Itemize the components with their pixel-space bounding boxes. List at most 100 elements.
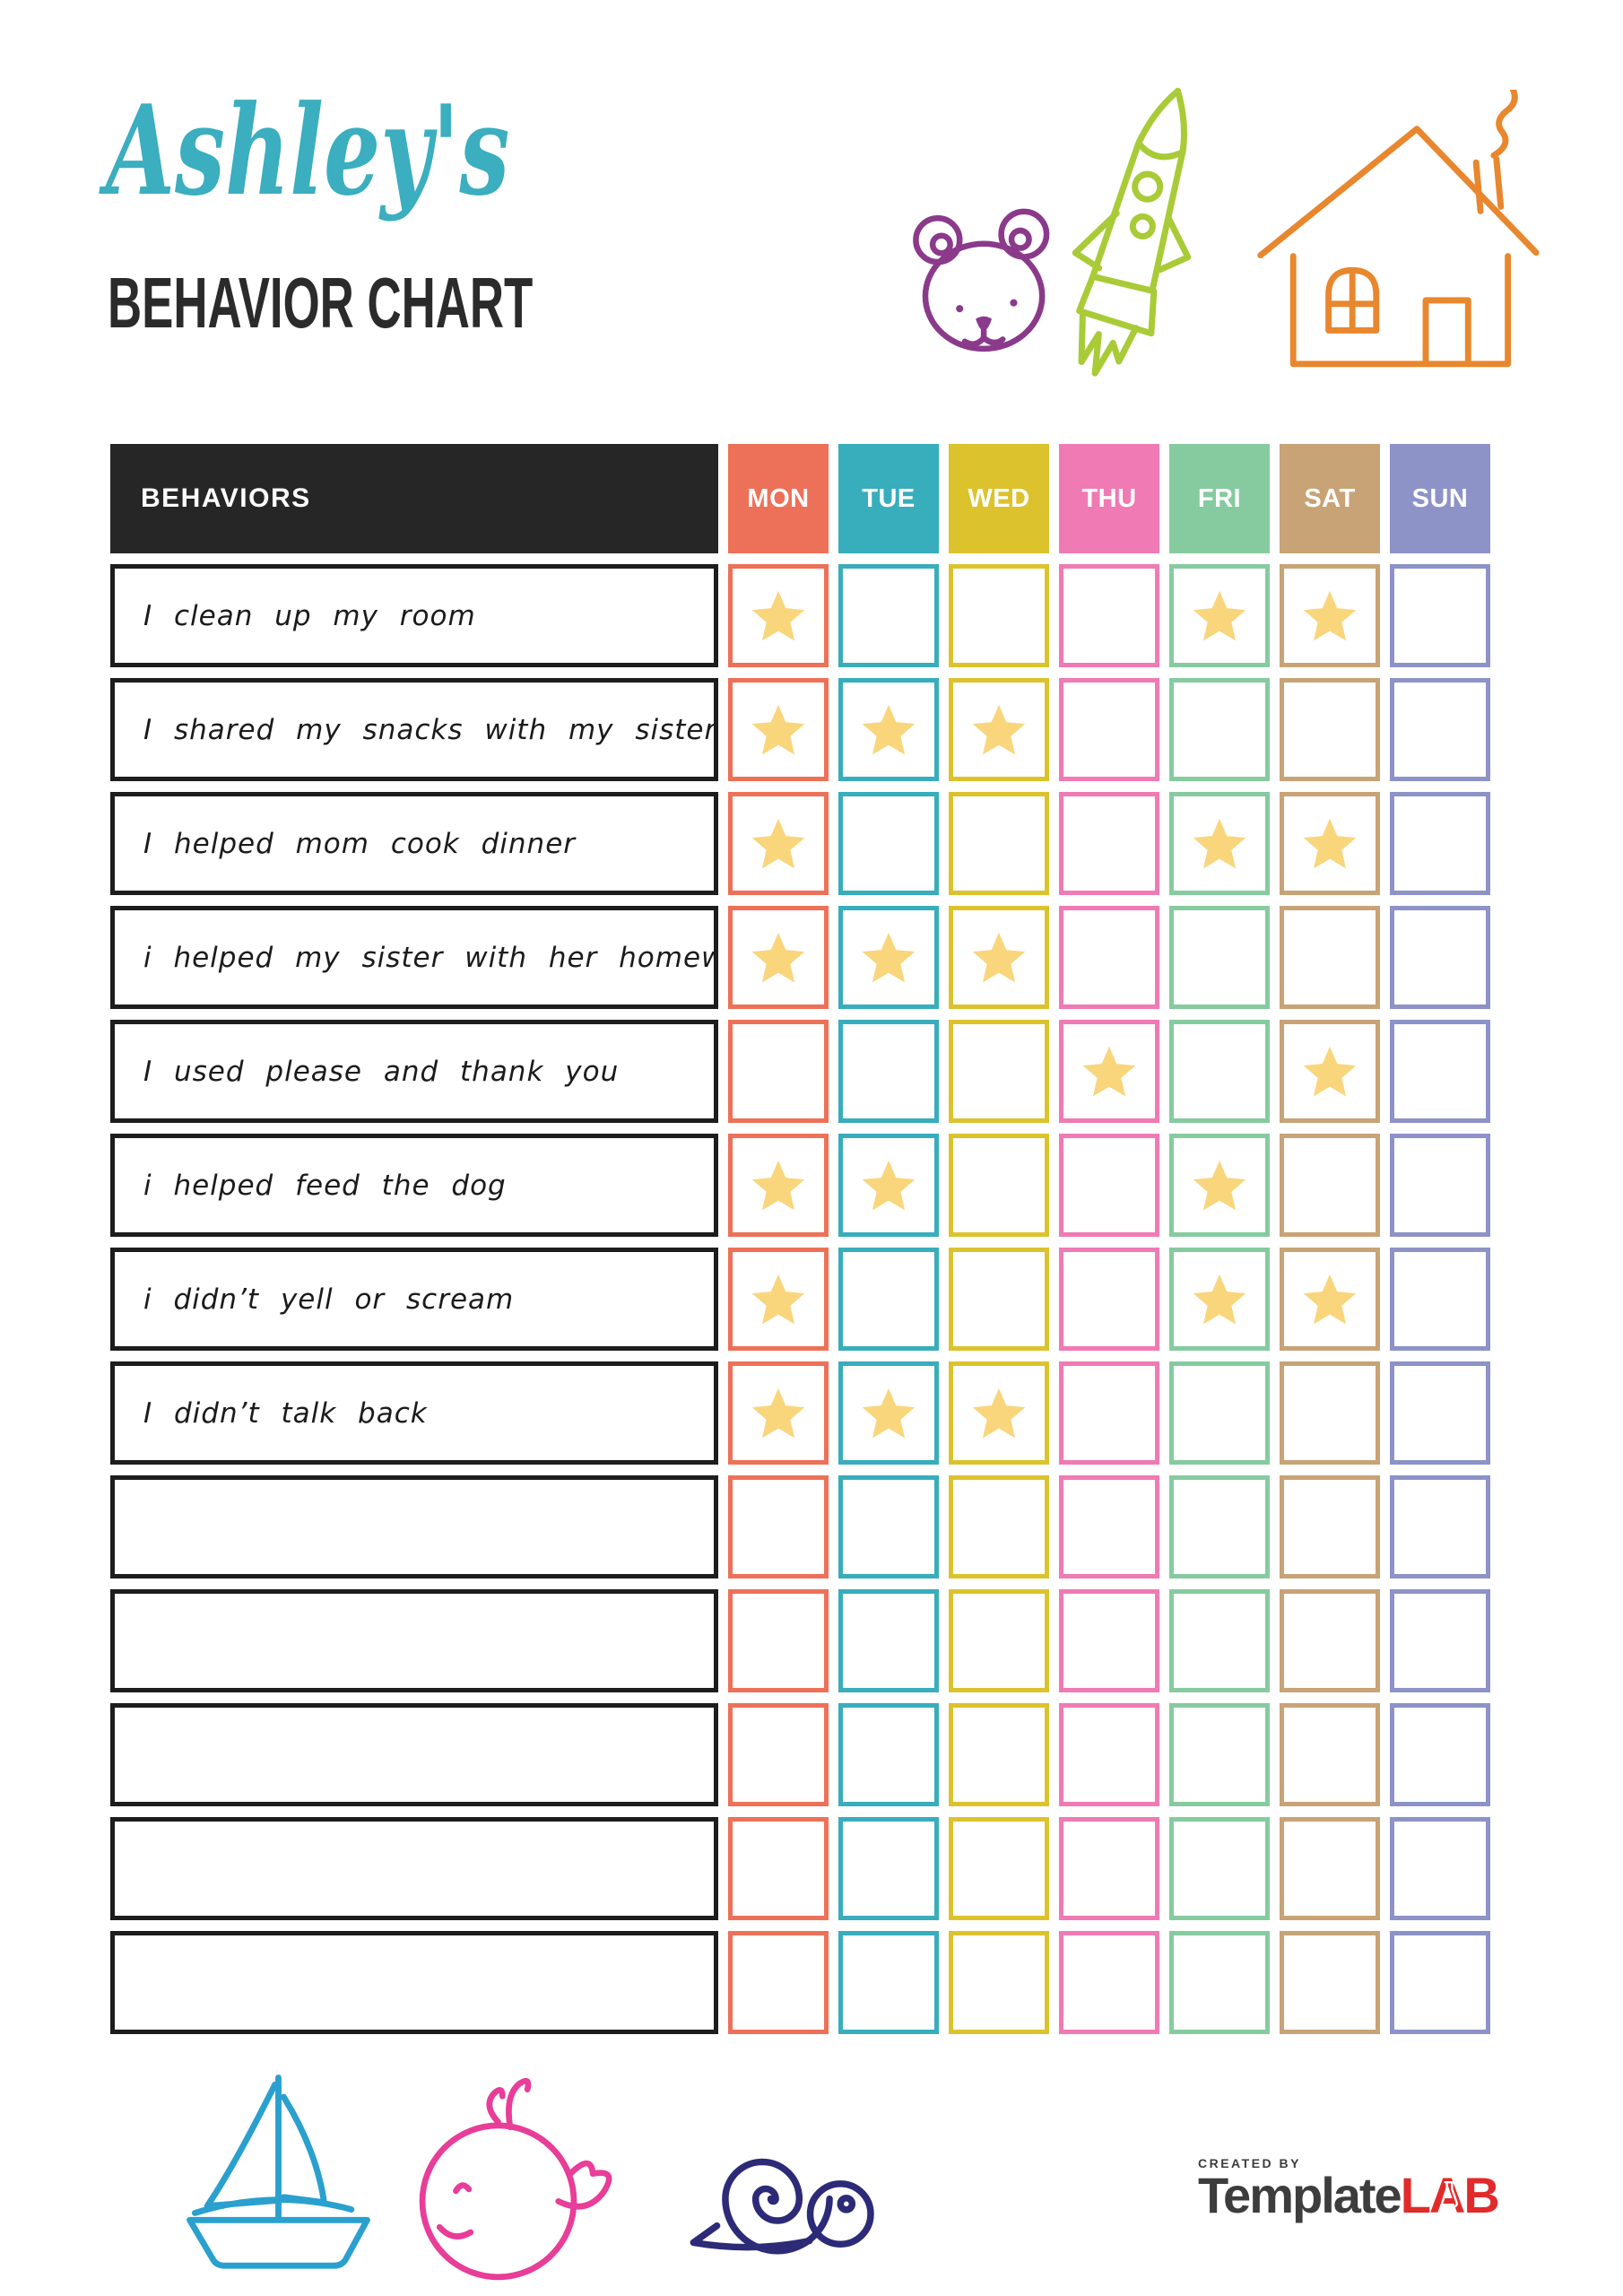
day-cell-fri-row13 [1169,1931,1270,2034]
day-cell-sun-row5 [1390,1020,1490,1123]
day-cell-sun-row3 [1390,792,1490,895]
day-cell-sat-row8 [1280,1361,1380,1465]
star-icon [862,704,916,754]
day-cell-fri-row12 [1169,1817,1270,1920]
day-cell-wed-row9 [949,1475,1049,1578]
behavior-label-row3: I helped mom cook dinner [110,792,718,895]
day-cell-wed-row11 [949,1703,1049,1806]
day-cell-fri-row4 [1169,906,1270,1009]
day-cell-fri-row10 [1169,1589,1270,1692]
day-cell-thu-row9 [1059,1475,1159,1578]
day-cell-mon-row8 [728,1361,829,1465]
day-cell-sat-row11 [1280,1703,1380,1806]
day-cell-sat-row3 [1280,792,1380,895]
day-cell-tue-row7 [838,1248,939,1351]
day-cell-fri-row11 [1169,1703,1270,1806]
day-cell-sat-row7 [1280,1248,1380,1351]
day-cell-tue-row5 [838,1020,939,1123]
day-cell-sun-row4 [1390,906,1490,1009]
brand-name: TemplateLAB [1198,2167,1500,2223]
day-cell-thu-row13 [1059,1931,1159,2034]
day-cell-fri-row5 [1169,1020,1270,1123]
day-cell-mon-row1 [728,564,829,667]
day-cell-thu-row4 [1059,906,1159,1009]
day-cell-wed-row5 [949,1020,1049,1123]
day-cell-fri-row9 [1169,1475,1270,1578]
house-doodle-icon [1245,90,1545,377]
star-icon [862,1387,916,1438]
day-cell-sun-row13 [1390,1931,1490,2034]
day-cell-tue-row3 [838,792,939,895]
day-cell-fri-row1 [1169,564,1270,667]
day-cell-thu-row8 [1059,1361,1159,1465]
day-cell-tue-row13 [838,1931,939,2034]
day-cell-sun-row1 [1390,564,1490,667]
brand-template: Template [1198,2167,1402,2223]
behavior-label-row9 [110,1475,718,1578]
day-header-thu: THU [1059,444,1159,553]
bear-doodle-icon [906,190,1063,370]
day-cell-tue-row9 [838,1475,939,1578]
day-cell-mon-row11 [728,1703,829,1806]
day-cell-sat-row9 [1280,1475,1380,1578]
day-cell-sat-row4 [1280,906,1380,1009]
day-cell-sun-row2 [1390,678,1490,781]
day-cell-sun-row7 [1390,1248,1490,1351]
child-name-title: Ashley's [106,77,510,223]
star-icon [1193,818,1246,868]
star-icon [1303,590,1357,640]
day-cell-fri-row8 [1169,1361,1270,1465]
day-cell-tue-row8 [838,1361,939,1465]
behavior-label-row4: i helped my sister with her homework [110,906,718,1009]
day-cell-wed-row3 [949,792,1049,895]
behavior-label-row8: I didn’t talk back [110,1361,718,1465]
star-icon [751,704,805,754]
page-title: BEHAVIOR CHART [108,263,534,343]
brand-lab: LAB [1401,2170,1500,2221]
day-header-tue: TUE [838,444,939,553]
day-cell-tue-row12 [838,1817,939,1920]
day-cell-thu-row11 [1059,1703,1159,1806]
day-cell-thu-row3 [1059,792,1159,895]
day-cell-sat-row12 [1280,1817,1380,1920]
day-cell-thu-row1 [1059,564,1159,667]
day-cell-thu-row10 [1059,1589,1159,1692]
day-cell-mon-row3 [728,792,829,895]
day-cell-sun-row11 [1390,1703,1490,1806]
star-icon [972,1387,1026,1438]
day-header-fri: FRI [1169,444,1270,553]
behavior-label-row5: I used please and thank you [110,1020,718,1123]
day-cell-wed-row6 [949,1134,1049,1237]
day-cell-fri-row2 [1169,678,1270,781]
day-cell-sun-row9 [1390,1475,1490,1578]
whale-doodle-icon [402,2063,617,2292]
day-cell-thu-row2 [1059,678,1159,781]
behavior-label-row11 [110,1703,718,1806]
day-cell-fri-row3 [1169,792,1270,895]
day-cell-thu-row12 [1059,1817,1159,1920]
day-cell-tue-row10 [838,1589,939,1692]
day-cell-mon-row13 [728,1931,829,2034]
day-cell-fri-row6 [1169,1134,1270,1237]
star-icon [1193,1274,1246,1324]
star-icon [751,1160,805,1210]
behavior-label-row10 [110,1589,718,1692]
day-cell-mon-row7 [728,1248,829,1351]
star-icon [972,704,1026,754]
snail-doodle-icon [665,2115,890,2274]
day-cell-wed-row7 [949,1248,1049,1351]
behavior-label-row2: I shared my snacks with my sister [110,678,718,781]
star-icon [751,1274,805,1324]
day-header-sat: SAT [1280,444,1380,553]
behavior-label-row6: i helped feed the dog [110,1134,718,1237]
day-cell-mon-row2 [728,678,829,781]
star-icon [751,932,805,982]
day-cell-tue-row4 [838,906,939,1009]
day-cell-tue-row11 [838,1703,939,1806]
sailboat-doodle-icon [169,2052,388,2281]
flask-icon [1441,2180,1459,2208]
day-cell-sun-row12 [1390,1817,1490,1920]
behavior-label-row1: I clean up my room [110,564,718,667]
day-cell-mon-row10 [728,1589,829,1692]
